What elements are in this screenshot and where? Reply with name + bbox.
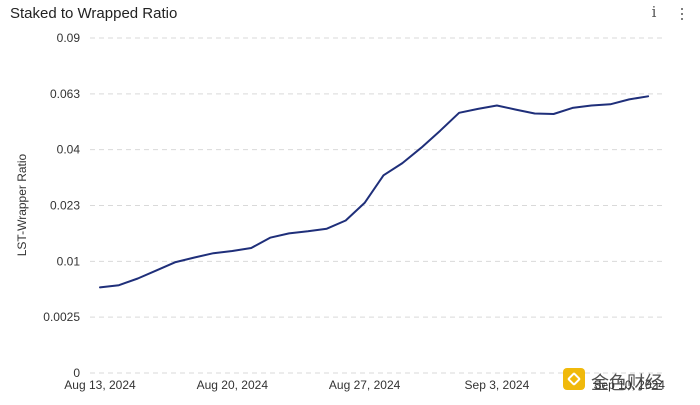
x-tick-label: Sep 3, 2024 bbox=[465, 378, 530, 392]
x-tick-label: Aug 13, 2024 bbox=[64, 378, 136, 392]
chart-title: Staked to Wrapped Ratio bbox=[10, 5, 178, 22]
y-tick-label: 0.09 bbox=[57, 31, 81, 45]
y-axis-ticks: 0 0.0025 0.01 0.023 0.04 0.063 0.09 bbox=[43, 31, 80, 380]
gridlines bbox=[90, 37, 662, 374]
x-axis-ticks: Aug 13, 2024 Aug 20, 2024 Aug 27, 2024 Sep … bbox=[64, 378, 665, 392]
y-tick-label: 0.0025 bbox=[43, 310, 80, 324]
info-icon[interactable]: i bbox=[651, 3, 657, 21]
y-tick-label: 0.063 bbox=[50, 87, 80, 101]
binance-square-logo bbox=[563, 368, 585, 390]
y-tick-label: 0.023 bbox=[50, 199, 80, 213]
y-tick-label: 0.01 bbox=[57, 254, 81, 268]
x-tick-label: Sep 10, 2024 bbox=[593, 378, 665, 392]
x-tick-label: Aug 27, 2024 bbox=[329, 378, 401, 392]
watermark-text: 金色财经 bbox=[591, 373, 663, 394]
x-tick-label: Aug 20, 2024 bbox=[197, 378, 269, 392]
more-vertical-icon[interactable] bbox=[676, 8, 688, 22]
watermark: 金色财经 bbox=[563, 366, 693, 396]
y-tick-label: 0.04 bbox=[57, 143, 81, 157]
y-axis-label: LST-Wrapper Ratio bbox=[15, 153, 29, 256]
y-tick-label: 0 bbox=[73, 366, 80, 380]
series-line bbox=[99, 95, 650, 289]
